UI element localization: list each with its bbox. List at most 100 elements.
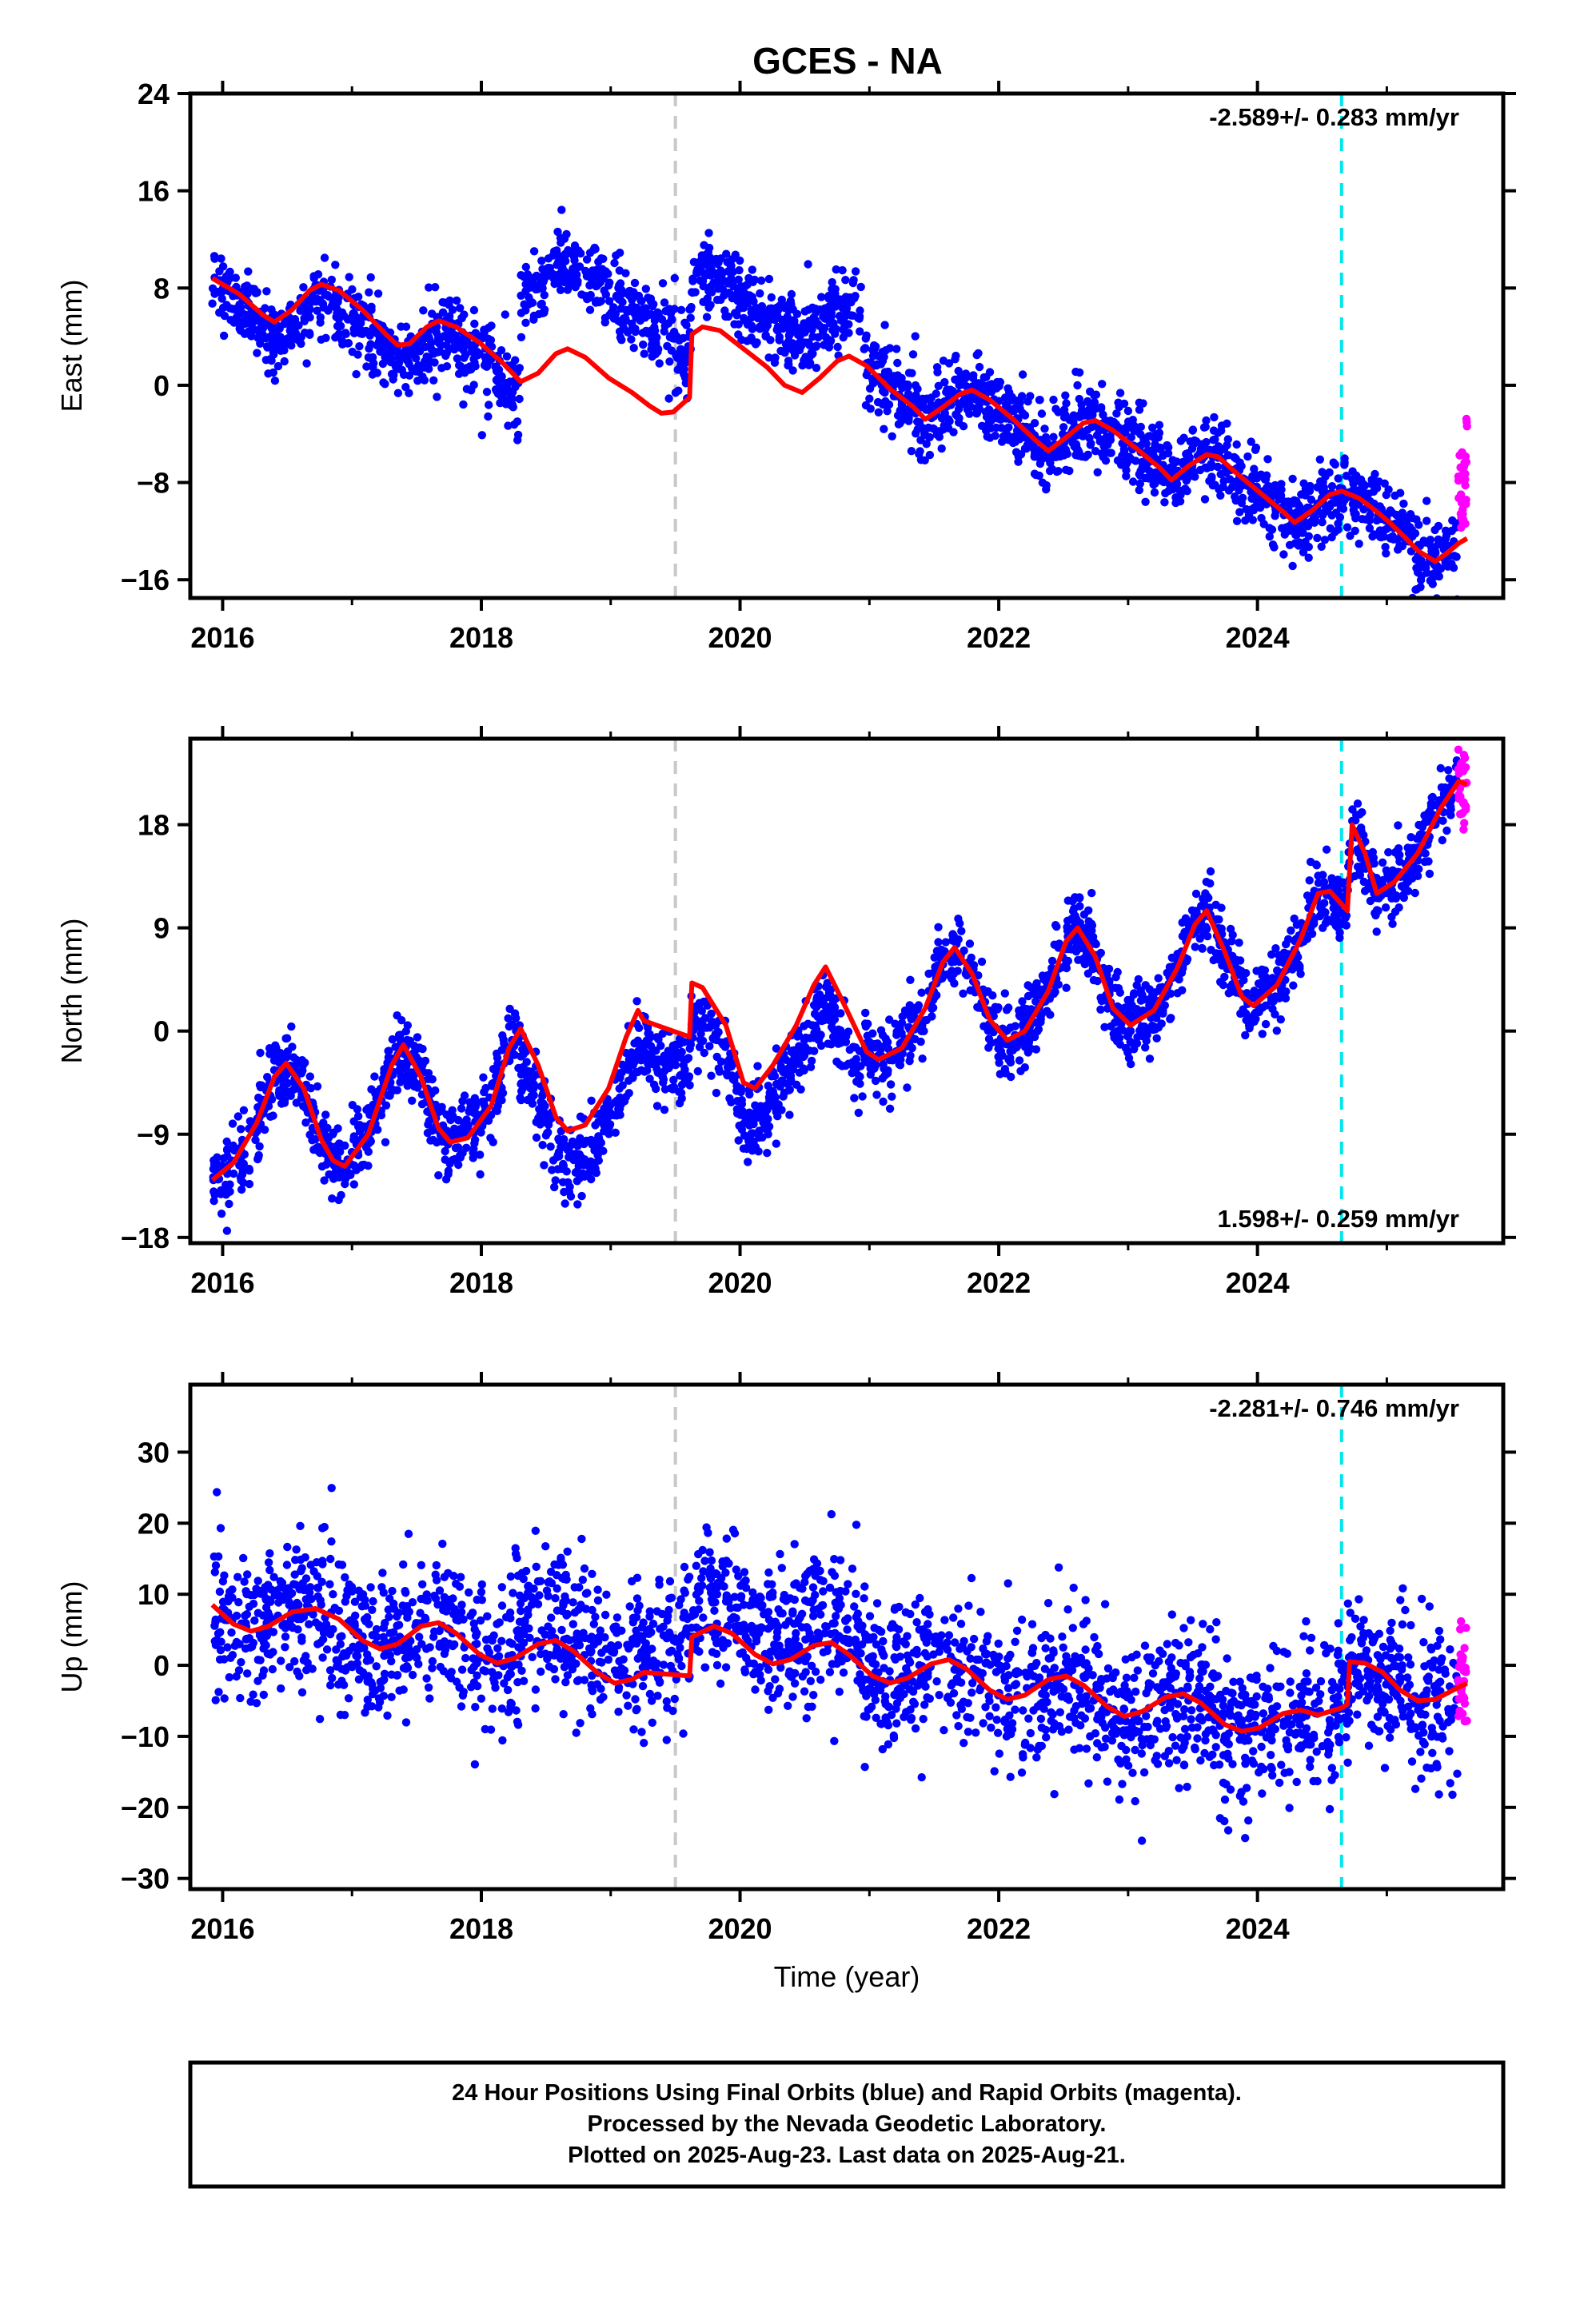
east-final-point xyxy=(1200,424,1208,432)
east-final-point xyxy=(1102,456,1110,464)
north-final-point xyxy=(279,1081,287,1089)
north-final-point xyxy=(1217,903,1225,911)
east-final-point xyxy=(960,422,968,430)
east-final-point xyxy=(264,369,272,377)
east-final-point xyxy=(1247,437,1255,445)
east-final-point xyxy=(348,285,356,293)
north-final-point xyxy=(886,1105,894,1113)
east-final-point xyxy=(1177,436,1185,444)
north-final-point xyxy=(444,1170,452,1178)
north-final-point xyxy=(404,1070,412,1078)
north-final-point xyxy=(755,1126,763,1134)
east-final-point xyxy=(1215,442,1223,450)
east-final-point xyxy=(704,287,712,295)
east-final-point xyxy=(331,261,339,269)
east-final-point xyxy=(1098,380,1106,388)
east-final-point xyxy=(812,309,820,317)
north-final-point xyxy=(1333,911,1341,919)
east-final-point xyxy=(642,327,650,335)
east-final-point xyxy=(1196,466,1204,474)
east-final-point xyxy=(624,328,632,336)
north-final-point xyxy=(1282,940,1290,948)
north-final-point xyxy=(785,1086,793,1094)
east-final-point xyxy=(419,306,427,314)
east-rapid-points xyxy=(1454,415,1471,532)
north-final-point xyxy=(1051,988,1059,996)
north-final-point xyxy=(255,1151,263,1159)
east-final-point xyxy=(1215,485,1223,493)
north-final-point xyxy=(229,1170,237,1178)
east-final-point xyxy=(483,362,491,370)
north-final-point xyxy=(1051,921,1059,929)
east-final-point xyxy=(1217,427,1225,435)
north-final-point xyxy=(451,1155,459,1163)
east-final-point xyxy=(1062,399,1070,407)
east-final-point xyxy=(908,447,916,455)
north-final-point xyxy=(763,1149,771,1157)
north-final-point xyxy=(480,1098,488,1106)
north-final-point xyxy=(796,1069,804,1077)
east-final-point xyxy=(1359,482,1367,490)
north-final-point xyxy=(1361,887,1369,895)
east-xtick-label: 2020 xyxy=(708,621,772,654)
north-final-point xyxy=(500,1039,508,1047)
east-final-point xyxy=(1094,468,1102,476)
north-final-point xyxy=(580,1161,588,1169)
north-final-point xyxy=(616,1105,624,1113)
north-final-point xyxy=(1003,1006,1011,1014)
north-final-point xyxy=(469,1149,477,1157)
east-final-point xyxy=(672,389,680,397)
north-final-point xyxy=(1394,852,1402,860)
north-final-point xyxy=(1225,989,1233,997)
east-final-point xyxy=(300,314,308,322)
north-final-point xyxy=(1426,870,1434,878)
north-final-point xyxy=(1384,848,1392,856)
east-final-point xyxy=(1026,392,1034,400)
north-final-point xyxy=(1100,1023,1108,1031)
north-plot-area xyxy=(209,716,1471,1243)
north-final-point xyxy=(505,1022,513,1030)
east-final-point xyxy=(716,282,724,290)
east-final-point xyxy=(828,285,836,293)
east-final-point xyxy=(286,323,294,331)
east-final-point xyxy=(1214,463,1222,471)
east-final-point xyxy=(1075,413,1083,421)
east-final-point xyxy=(976,400,984,408)
north-final-point xyxy=(572,1154,580,1162)
east-final-point xyxy=(1066,416,1074,424)
east-final-point xyxy=(1386,506,1394,514)
north-final-point xyxy=(479,1074,487,1082)
east-final-point xyxy=(1327,533,1335,541)
north-final-point xyxy=(918,1054,926,1062)
north-final-point xyxy=(1323,846,1331,854)
east-final-point xyxy=(631,279,639,287)
east-final-point xyxy=(247,332,255,340)
east-final-point xyxy=(437,334,445,342)
east-final-point xyxy=(384,353,392,361)
north-final-point xyxy=(1356,871,1364,879)
east-final-point xyxy=(1390,492,1398,500)
north-final-point xyxy=(848,1069,856,1077)
east-final-point xyxy=(826,336,834,344)
east-final-point xyxy=(1054,467,1062,475)
east-final-point xyxy=(485,401,493,409)
east-final-point xyxy=(333,309,341,317)
north-final-point xyxy=(1342,914,1350,922)
east-final-point xyxy=(1099,411,1107,419)
east-final-point xyxy=(1141,498,1149,506)
east-final-point xyxy=(665,357,673,365)
east-final-point xyxy=(916,447,924,455)
east-final-point xyxy=(748,265,756,273)
east-final-point xyxy=(355,342,363,350)
north-final-point xyxy=(1406,833,1414,841)
north-final-point xyxy=(1081,960,1089,968)
north-final-point xyxy=(753,1062,761,1070)
north-final-point xyxy=(229,1119,237,1127)
north-final-point xyxy=(772,1139,780,1147)
east-final-point xyxy=(1422,564,1430,572)
north-final-point xyxy=(1269,997,1277,1005)
east-final-point xyxy=(668,346,676,354)
north-final-point xyxy=(505,1005,513,1013)
east-final-point xyxy=(874,398,882,406)
